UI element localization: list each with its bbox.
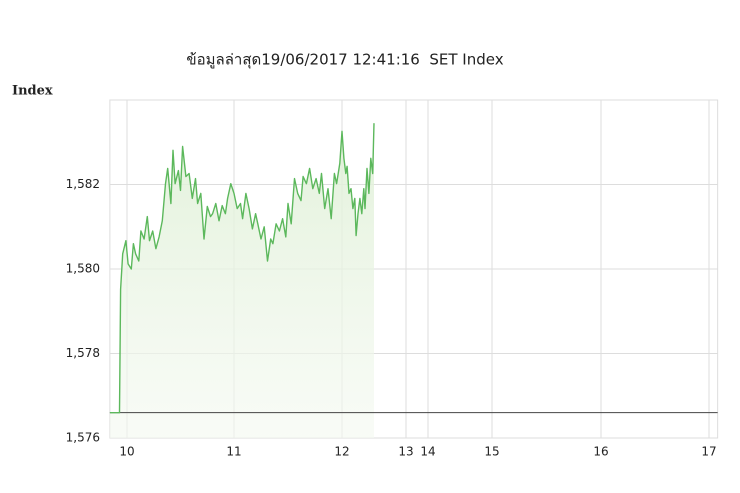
chart-title: ข้อมูลล่าสุด19/06/2017 12:41:16 SET Inde… — [186, 51, 503, 70]
area — [109, 123, 375, 438]
line — [109, 123, 375, 414]
x-tick-label: 16 — [593, 445, 608, 459]
y-tick-label: 1,576 — [66, 431, 100, 445]
x-tick-label: 14 — [420, 445, 435, 459]
y-tick-label: 1,580 — [66, 262, 100, 276]
y-axis-label: Index — [12, 84, 53, 99]
x-tick-label: 17 — [701, 445, 716, 459]
y-tick-label: 1,578 — [66, 346, 100, 360]
x-tick-label: 11 — [226, 445, 241, 459]
x-tick-label: 12 — [334, 445, 349, 459]
x-tick-label: 13 — [398, 445, 413, 459]
x-tick-label: 10 — [119, 445, 134, 459]
y-tick-label: 1,582 — [66, 177, 100, 191]
x-tick-label: 15 — [484, 445, 499, 459]
